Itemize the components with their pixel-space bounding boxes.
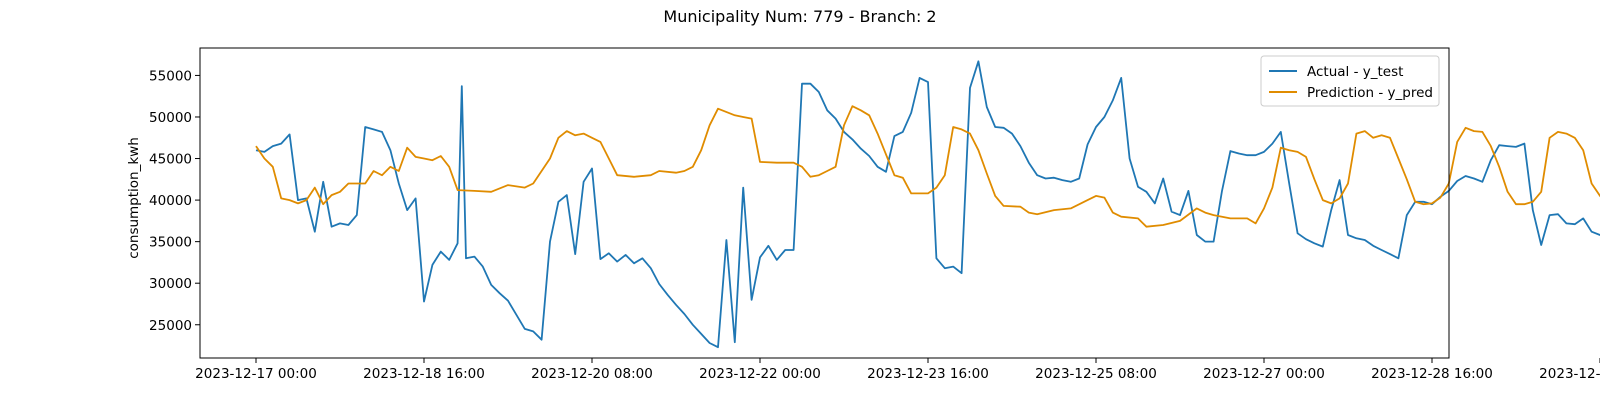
x-tick-label: 2023-12-27 00:00 xyxy=(1203,366,1325,382)
x-tick-label: 2023-12-18 16:00 xyxy=(363,366,485,382)
y-tick-label: 50000 xyxy=(149,110,192,126)
x-tick-label: 2023-12-17 00:00 xyxy=(195,366,317,382)
x-tick-label: 2023-12-22 00:00 xyxy=(699,366,821,382)
x-axis: 2023-12-17 00:00 2023-12-18 16:00 2023-12-… xyxy=(195,358,1600,382)
x-tick-label: 2023-12-25 08:00 xyxy=(1035,366,1157,382)
series-line-actual xyxy=(255,60,1600,349)
chart-title: Municipality Num: 779 - Branch: 2 xyxy=(663,7,936,26)
y-tick-label: 30000 xyxy=(149,276,192,292)
legend-label: Prediction - y_pred xyxy=(1307,85,1433,101)
x-tick-label: 2023-12-23 16:00 xyxy=(867,366,989,382)
legend-box xyxy=(1260,55,1440,107)
x-tick-label: 2023-12-30 08:00 xyxy=(1539,366,1600,382)
y-tick-label: 25000 xyxy=(149,318,192,334)
y-axis: 25000 30000 35000 40000 45000 50000 55000 xyxy=(149,68,200,334)
legend: Actual - y_test Prediction - y_pred xyxy=(1260,55,1440,107)
x-tick-label: 2023-12-20 08:00 xyxy=(531,366,653,382)
x-tick-label: 2023-12-28 16:00 xyxy=(1371,366,1493,382)
y-tick-label: 40000 xyxy=(149,193,192,209)
y-tick-label: 45000 xyxy=(149,152,192,168)
series-line-prediction xyxy=(255,105,1600,228)
series-layer xyxy=(255,60,1600,349)
plot-frame xyxy=(199,47,1450,359)
y-axis-label: consumption_kwh xyxy=(126,137,142,259)
y-tick-label: 55000 xyxy=(149,68,192,84)
y-tick-label: 35000 xyxy=(149,235,192,251)
legend-label: Actual - y_test xyxy=(1307,64,1403,80)
